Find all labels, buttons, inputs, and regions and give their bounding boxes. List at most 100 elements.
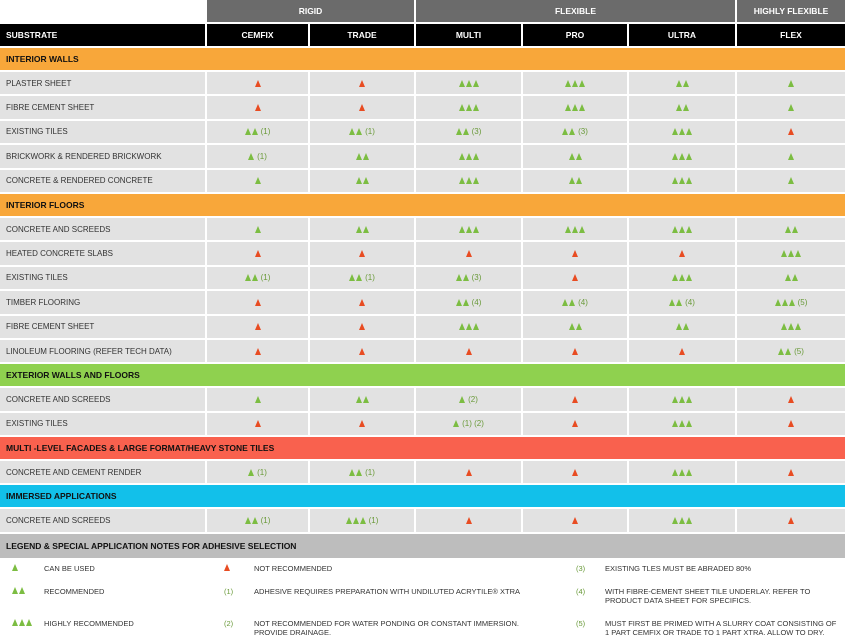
header-multi: MULTI (416, 24, 523, 48)
not-recommended-icon (572, 250, 578, 258)
rating-cell-trade: (1) (310, 509, 416, 534)
table-row: TIMBER FLOORING (4) (4) (4) (5) (0, 291, 845, 316)
table-row: CONCRETE & RENDERED CONCRETE (0, 169, 845, 194)
rating-cell-pro (523, 315, 629, 340)
rating-cell-trade: (1) (310, 461, 416, 486)
table-row: BRICKWORK & RENDERED BRICKWORK (1) (0, 145, 845, 170)
legend-note-2-number: (2) (224, 619, 234, 628)
rating-cell-cemfix: (1) (207, 461, 310, 486)
rating-cell-cemfix (207, 169, 310, 194)
rating-cell-multi (416, 169, 523, 194)
recommended-icon (254, 395, 261, 403)
not-recommended-icon (679, 250, 685, 258)
section-title: EXTERIOR WALLS AND FLOORS (0, 364, 845, 389)
recommended-icon (784, 225, 798, 233)
not-recommended-icon (572, 274, 578, 282)
rating-cell-trade (310, 145, 416, 170)
rating-cell-pro: (3) (523, 120, 629, 146)
not-recommended-icon (788, 468, 794, 476)
rating-cell-cemfix (207, 315, 310, 340)
legend-note-3: EXISTING TLES MUST BE ABRADED 80% (605, 564, 752, 573)
not-recommended-icon (359, 79, 365, 87)
legend-highly-recommended: HIGHLY RECOMMENDED (44, 619, 134, 628)
group-flexible: FLEXIBLE (416, 0, 737, 24)
substrate-name: FIBRE CEMENT SHEET (0, 96, 207, 121)
recommended-icon (788, 152, 794, 160)
legend-note-4: WITH FIBRE-CEMENT SHEET TILE UNDERLAY. R… (605, 587, 811, 605)
rating-cell-ultra (629, 339, 737, 365)
table-row: CONCRETE AND SCREEDS (1) (1) (0, 509, 845, 534)
rating-cell-multi (416, 461, 523, 486)
not-recommended-icon (572, 517, 578, 525)
legend-note-5: MUST FIRST BE PRIMED WITH A SLURRY COAT … (605, 619, 837, 637)
not-recommended-icon (359, 323, 365, 331)
application-note: (5) (794, 346, 804, 356)
rating-cell-ultra (629, 145, 737, 170)
substrate-name: EXISTING TILES (0, 412, 207, 438)
rating-cell-multi (416, 217, 523, 243)
column-header-row: SUBSTRATE CEMFIX TRADE MULTI PRO ULTRA F… (0, 24, 845, 48)
not-recommended-icon (572, 420, 578, 428)
section-header-row: INTERIOR WALLS (0, 48, 845, 72)
recommended-icon (784, 274, 798, 282)
group-rigid: RIGID (207, 0, 416, 24)
rating-cell-ultra (629, 509, 737, 534)
rating-cell-flex (737, 509, 845, 534)
legend-note-3-number: (3) (576, 564, 586, 573)
header-trade: TRADE (310, 24, 416, 48)
section-header-row: MULTI -LEVEL FACADES & LARGE FORMAT/HEAV… (0, 437, 845, 462)
rating-cell-multi (416, 72, 523, 97)
application-note: (1) (257, 467, 267, 477)
rating-cell-pro (523, 169, 629, 194)
rating-cell-trade (310, 242, 416, 267)
application-note: (3) (471, 273, 482, 283)
recommended-icon (355, 152, 369, 160)
rating-cell-pro (523, 461, 629, 486)
recommended-icon (672, 177, 692, 185)
legend-note-1: ADHESIVE REQUIRES PREPARATION WITH UNDIL… (254, 587, 520, 596)
substrate-name: PLASTER SHEET (0, 72, 207, 97)
recommended-icon (455, 274, 469, 282)
rating-cell-cemfix (207, 242, 310, 267)
rating-cell-multi (416, 242, 523, 267)
rating-cell-cemfix (207, 412, 310, 438)
group-highly-flexible: HIGHLY FLEXIBLE (737, 0, 845, 24)
recommended-icon (458, 177, 479, 185)
header-ultra: ULTRA (629, 24, 737, 48)
recommended-icon (349, 128, 363, 136)
header-cemfix: CEMFIX (207, 24, 310, 48)
rating-cell-trade (310, 412, 416, 438)
rating-cell-flex (737, 145, 845, 170)
recommended-icon (781, 323, 801, 331)
rating-cell-trade: (1) (310, 266, 416, 292)
rating-cell-trade (310, 96, 416, 121)
application-note: (1) (365, 273, 375, 283)
recommended-icon (788, 104, 794, 112)
not-recommended-icon (788, 420, 794, 428)
rating-cell-ultra: (4) (629, 291, 737, 316)
table-row: FIBRE CEMENT SHEET (0, 96, 845, 121)
rating-cell-ultra (629, 461, 737, 486)
legend-recommended: RECOMMENDED (44, 587, 105, 596)
not-recommended-icon (359, 420, 365, 428)
header-pro: PRO (523, 24, 629, 48)
recommended-icon (248, 468, 255, 476)
recommended-icon (458, 79, 479, 87)
recommended-icon (672, 274, 692, 282)
rating-cell-cemfix (207, 339, 310, 365)
substrate-name: EXISTING TILES (0, 120, 207, 146)
rating-cell-multi (416, 96, 523, 121)
recommended-icon (675, 104, 689, 112)
recommended-icon (568, 323, 582, 331)
header-flex: FLEX (737, 24, 845, 48)
not-recommended-icon (572, 395, 578, 403)
not-recommended-icon (465, 250, 472, 258)
rating-cell-multi (416, 339, 523, 365)
rating-cell-cemfix: (1) (207, 266, 310, 292)
recommended-icon (459, 395, 466, 403)
rating-cell-multi (416, 509, 523, 534)
not-recommended-icon (254, 250, 261, 258)
recommended-icon (562, 128, 576, 136)
recommended-icon (254, 225, 261, 233)
legend-recommended-icon (12, 587, 25, 594)
